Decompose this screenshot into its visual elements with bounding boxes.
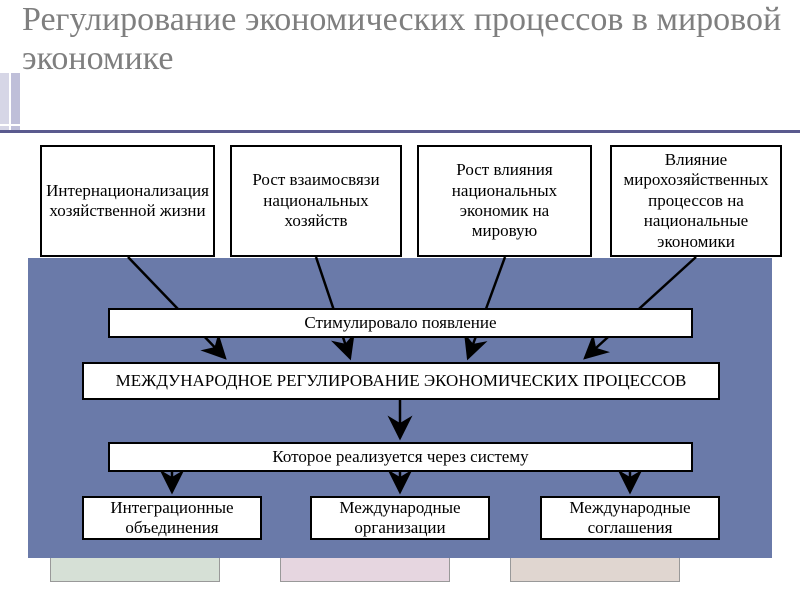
bottom-box-1: Интеграционные объединения: [82, 496, 262, 540]
top-box-3: Рост влияния национальных экономик на ми…: [417, 145, 592, 257]
mid-label-realized: Которое реализуется через систему: [108, 442, 693, 472]
top-box-2: Рост взаимосвязи национальных хозяйств: [230, 145, 402, 257]
center-box: МЕЖДУНАРОДНОЕ РЕГУЛИРОВАНИЕ ЭКОНОМИЧЕСКИ…: [82, 362, 720, 400]
title-underline: [0, 130, 800, 133]
top-box-4: Влияние мирохозяйственных процессов на н…: [610, 145, 782, 257]
top-box-1: Интернационализация хозяйственной жизни: [40, 145, 215, 257]
page-title: Регулирование экономических процессов в …: [22, 0, 800, 78]
mid-label-stimulated: Стимулировало появление: [108, 308, 693, 338]
bottom-box-2: Международные организации: [310, 496, 490, 540]
bottom-box-3: Международные соглашения: [540, 496, 720, 540]
